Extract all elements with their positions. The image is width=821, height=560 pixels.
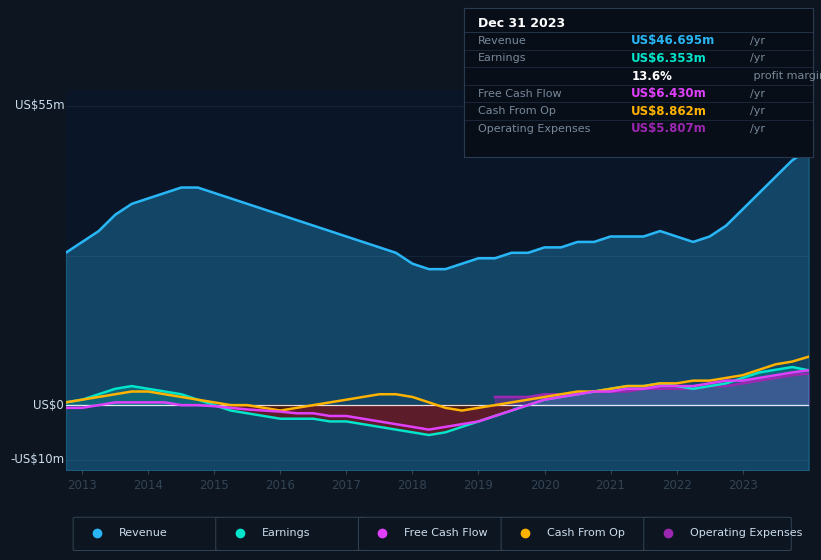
Text: Revenue: Revenue (478, 36, 526, 46)
Text: -US$10m: -US$10m (10, 453, 64, 466)
FancyBboxPatch shape (501, 517, 649, 550)
Text: US$0: US$0 (34, 399, 64, 412)
Text: Free Cash Flow: Free Cash Flow (478, 88, 562, 99)
Text: /yr: /yr (750, 88, 765, 99)
Text: profit margin: profit margin (750, 71, 821, 81)
FancyBboxPatch shape (359, 517, 506, 550)
Text: US$8.862m: US$8.862m (631, 105, 707, 118)
Text: /yr: /yr (750, 124, 765, 134)
Text: Operating Expenses: Operating Expenses (478, 124, 590, 134)
Text: US$6.430m: US$6.430m (631, 87, 707, 100)
Text: Revenue: Revenue (119, 529, 168, 538)
Text: Dec 31 2023: Dec 31 2023 (478, 17, 565, 30)
FancyBboxPatch shape (644, 517, 791, 550)
Text: /yr: /yr (750, 36, 765, 46)
Text: US$5.807m: US$5.807m (631, 122, 707, 136)
Text: Cash From Op: Cash From Op (478, 106, 556, 116)
Text: US$46.695m: US$46.695m (631, 34, 716, 48)
Text: Earnings: Earnings (478, 53, 526, 63)
Text: US$55m: US$55m (15, 100, 64, 113)
Text: Cash From Op: Cash From Op (547, 529, 625, 538)
Text: /yr: /yr (750, 106, 765, 116)
FancyBboxPatch shape (73, 517, 221, 550)
Text: /yr: /yr (750, 53, 765, 63)
Text: 13.6%: 13.6% (631, 69, 672, 82)
Text: US$6.353m: US$6.353m (631, 52, 707, 65)
Text: Operating Expenses: Operating Expenses (690, 529, 802, 538)
Text: Earnings: Earnings (262, 529, 310, 538)
FancyBboxPatch shape (216, 517, 364, 550)
Text: Free Cash Flow: Free Cash Flow (405, 529, 488, 538)
